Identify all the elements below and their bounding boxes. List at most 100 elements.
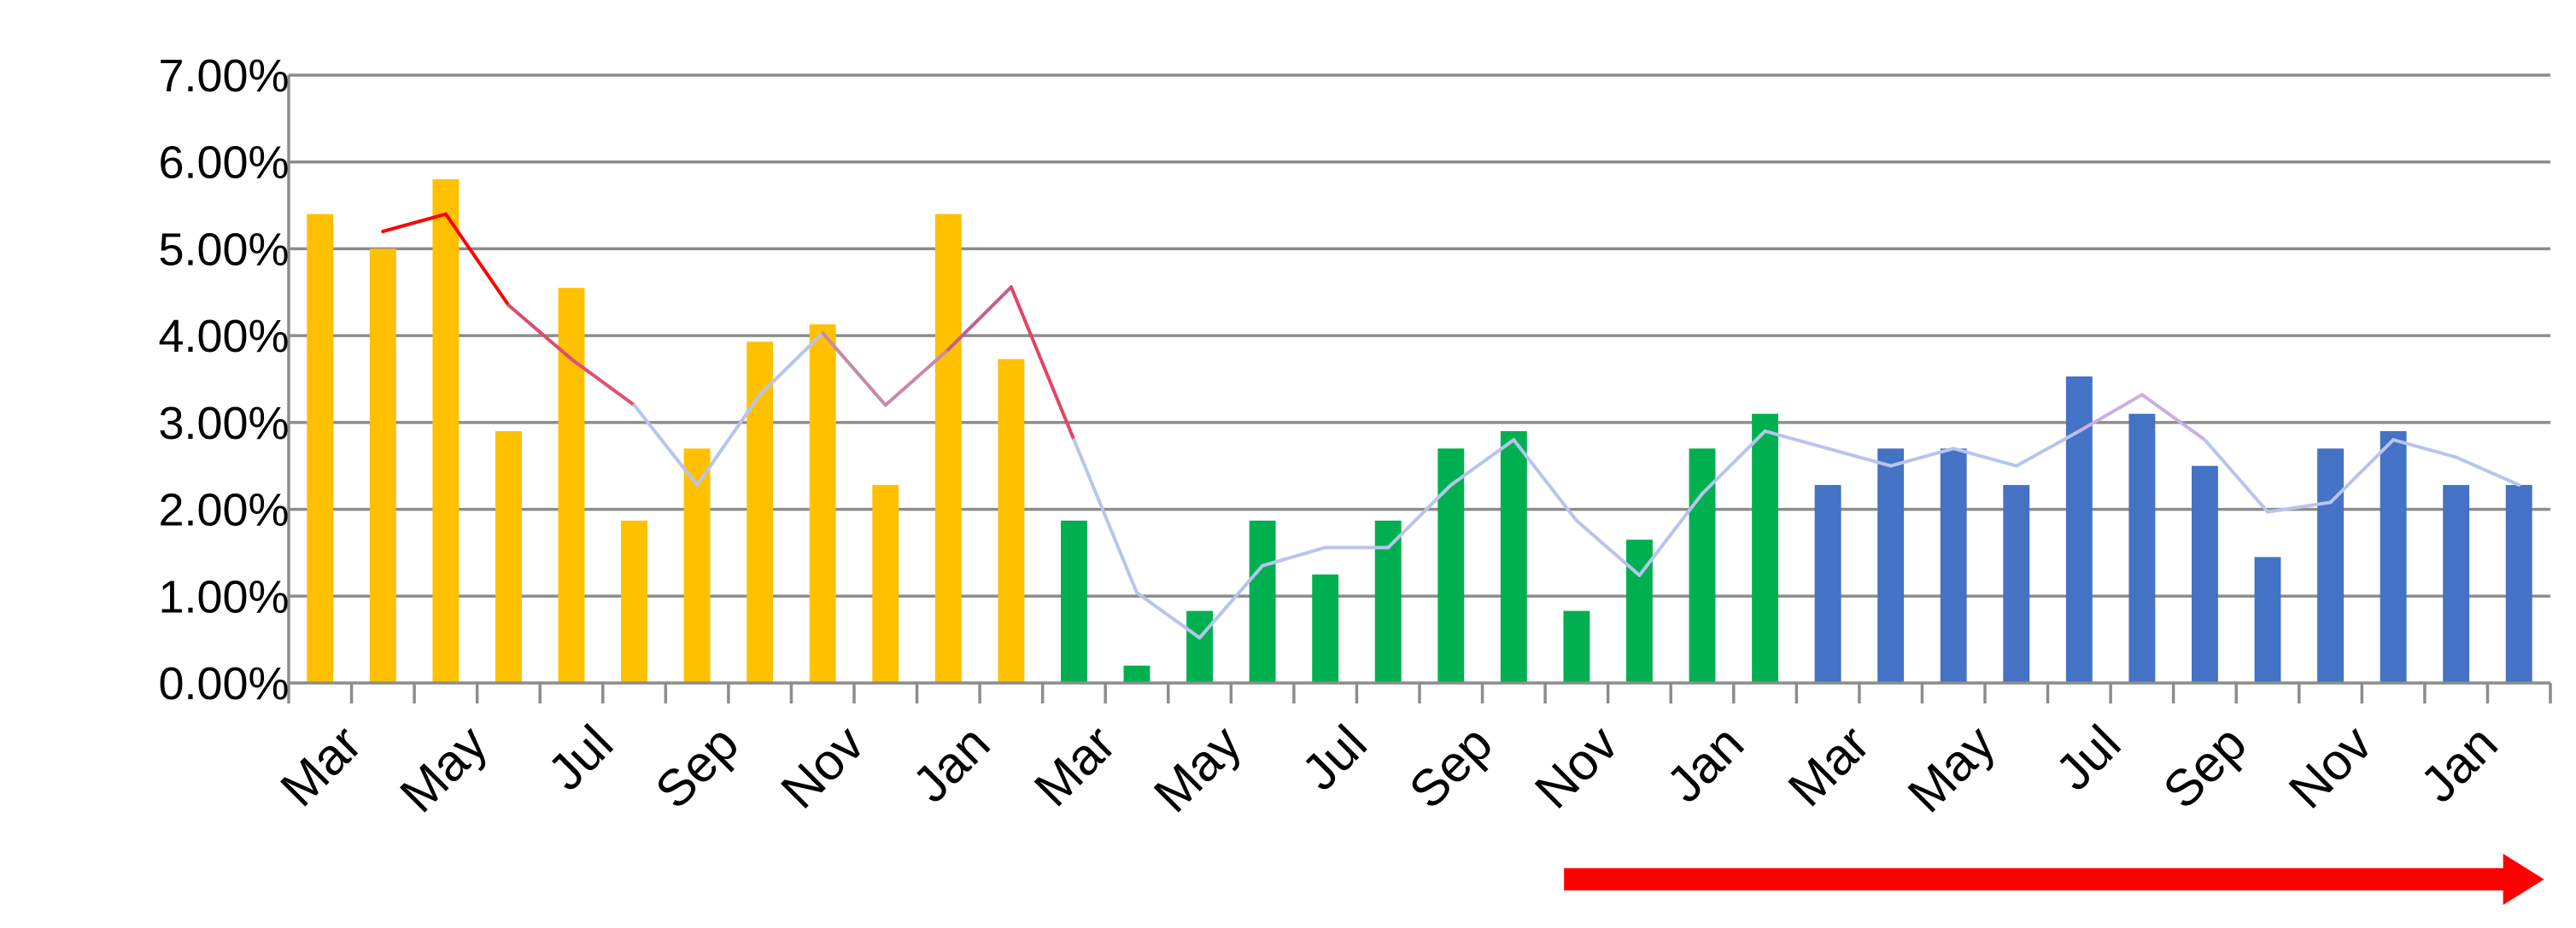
bar xyxy=(1500,431,1527,683)
trend-line-segment xyxy=(1701,429,1767,496)
bar xyxy=(1940,448,1967,683)
bar xyxy=(2443,485,2470,683)
trend-line-segment xyxy=(1826,446,1893,468)
trend-line-segment xyxy=(2392,438,2458,459)
bar xyxy=(998,359,1025,683)
bar xyxy=(558,288,585,683)
bar xyxy=(809,324,836,683)
y-tick-label: 0.00% xyxy=(158,658,289,709)
bar xyxy=(2505,485,2532,683)
bar xyxy=(746,341,774,683)
trend-line-segment xyxy=(570,357,636,407)
bar xyxy=(1123,665,1150,683)
trend-line-segment xyxy=(1135,591,1202,640)
trend-line-segment xyxy=(883,347,951,407)
x-tick-label: Jan xyxy=(2409,715,2509,814)
bar xyxy=(2065,376,2093,683)
y-tick-label: 7.00% xyxy=(158,50,289,102)
x-tick-label: Sep xyxy=(2152,715,2257,820)
bar xyxy=(2191,465,2218,683)
bar xyxy=(432,179,460,684)
bar xyxy=(2128,413,2156,683)
bar xyxy=(1249,520,1276,683)
bar xyxy=(307,213,334,683)
trend-line-segment xyxy=(2328,438,2396,505)
bar xyxy=(1689,448,1716,683)
y-tick-label: 1.00% xyxy=(158,571,289,622)
trend-line-segment xyxy=(443,212,511,307)
trend-line-segment xyxy=(821,331,887,407)
bar xyxy=(1437,448,1465,683)
x-tick-label: Mar xyxy=(270,715,372,817)
trend-line-segment xyxy=(1072,438,1139,595)
y-tick-label: 6.00% xyxy=(158,137,289,189)
bar xyxy=(369,248,396,683)
trend-line-segment xyxy=(1449,438,1516,487)
x-tick-label: Nov xyxy=(770,715,875,820)
bar xyxy=(872,485,899,683)
trend-line-segment xyxy=(1261,546,1327,568)
x-tick-label: Jul xyxy=(2045,715,2132,802)
bar xyxy=(2317,448,2345,683)
trend-line-segment xyxy=(695,393,762,487)
x-tick-label: Jul xyxy=(537,715,624,802)
trend-line-segment xyxy=(632,403,700,487)
trend-line-segment xyxy=(1637,492,1704,577)
x-tick-label: Sep xyxy=(1398,715,1503,820)
y-tick-label: 3.00% xyxy=(158,398,289,449)
bar xyxy=(683,448,711,683)
trend-line-segment xyxy=(381,212,448,234)
x-tick-label: Mar xyxy=(1023,715,1126,817)
red-arrow xyxy=(1564,854,2544,905)
bar xyxy=(1563,610,1590,683)
bar xyxy=(495,431,522,683)
trend-line-segment xyxy=(2014,429,2081,468)
bar xyxy=(1186,610,1214,683)
bars xyxy=(307,179,2532,684)
trend-line-segment xyxy=(1512,438,1578,522)
trend-line-segment xyxy=(2266,500,2333,514)
gridlines xyxy=(289,73,2550,598)
trend-line-segment xyxy=(1888,446,1956,468)
bar xyxy=(2003,485,2030,683)
bar xyxy=(2254,557,2281,683)
trend-line-segment xyxy=(1386,483,1453,550)
x-axis-labels: Mar May Jul Sep Nov Jan Mar May Jul Sep Nov Jan Mar M… xyxy=(270,715,2509,824)
bar xyxy=(1877,448,1905,683)
bar xyxy=(1060,520,1087,683)
x-tick-label: Jul xyxy=(1291,715,1378,802)
bar xyxy=(621,520,648,683)
trend-line-segment xyxy=(2077,393,2144,434)
bar xyxy=(1752,413,1779,683)
y-tick-label: 2.00% xyxy=(158,485,289,536)
trend-line-segment xyxy=(1763,429,1830,451)
x-tick-label: May xyxy=(1143,715,1252,824)
x-tick-label: Jan xyxy=(902,715,1001,814)
y-axis-labels: 0.00% 1.00% 2.00% 3.00% 4.00% 5.00% 6.00% 7.00% xyxy=(158,50,289,709)
trend-line-segment xyxy=(1197,563,1265,640)
x-tick-label: May xyxy=(389,715,499,824)
trend-line-segment xyxy=(946,285,1013,352)
bar xyxy=(2380,431,2407,683)
x-tick-label: Nov xyxy=(1524,715,1629,820)
arrow-shaft xyxy=(1564,868,2507,890)
trend-line-segment xyxy=(758,331,825,397)
trend-line-segment xyxy=(2203,438,2269,514)
x-tick-label: Sep xyxy=(644,715,749,820)
axes xyxy=(287,75,2552,703)
bar xyxy=(1312,574,1339,683)
bar xyxy=(934,213,962,683)
trend-line-segment xyxy=(2140,393,2207,442)
bar xyxy=(1814,485,1841,683)
y-tick-label: 4.00% xyxy=(158,311,289,362)
trend-line xyxy=(381,212,2521,640)
trend-line-segment xyxy=(2454,455,2521,487)
x-tick-label: Mar xyxy=(1777,715,1880,817)
x-tick-label: May xyxy=(1897,715,2006,824)
trend-line-segment xyxy=(506,303,573,361)
x-tick-label: Jan xyxy=(1655,715,1754,814)
trend-line-segment xyxy=(1574,518,1642,577)
y-tick-label: 5.00% xyxy=(158,224,289,275)
bar xyxy=(1374,520,1402,683)
